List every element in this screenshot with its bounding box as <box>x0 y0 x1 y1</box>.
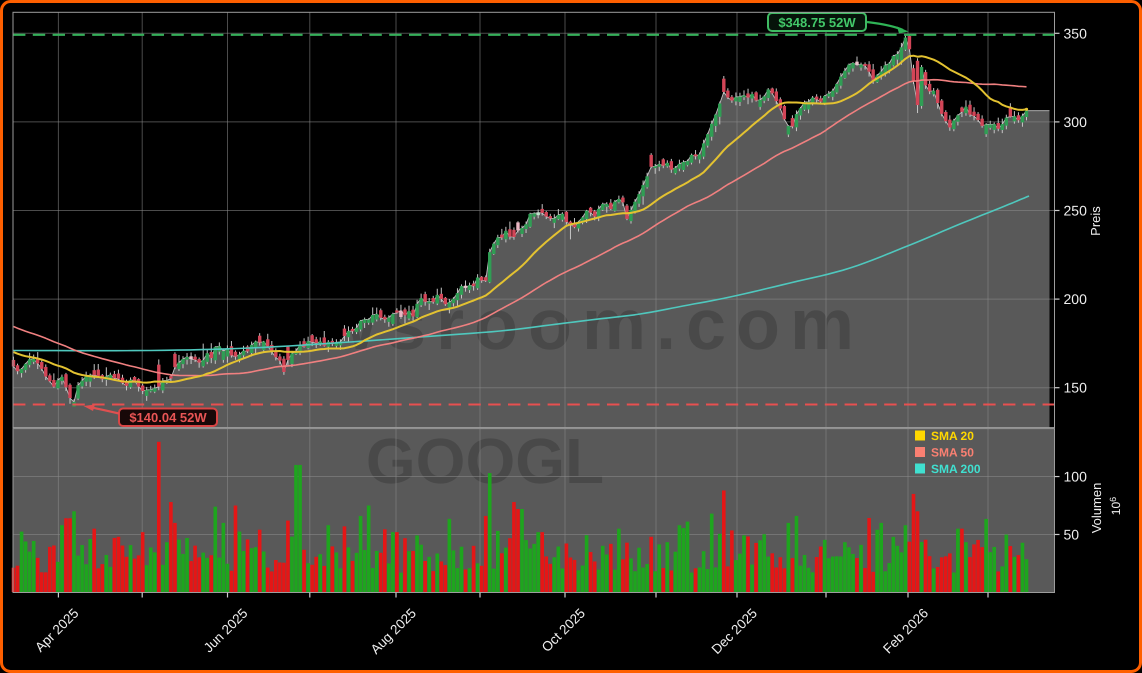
svg-text:Preis: Preis <box>1088 206 1103 236</box>
svg-text:250: 250 <box>1064 203 1088 219</box>
svg-text:SMA 50: SMA 50 <box>931 446 974 460</box>
svg-text:350: 350 <box>1064 25 1088 41</box>
svg-text:Volumen: Volumen <box>1089 483 1104 534</box>
svg-text:GOOGL: GOOGL <box>366 425 604 497</box>
svg-text:200: 200 <box>1064 291 1088 307</box>
svg-text:SMA 200: SMA 200 <box>931 462 981 476</box>
svg-text:SMA 20: SMA 20 <box>931 429 974 443</box>
svg-text:150: 150 <box>1064 380 1088 396</box>
svg-text:100: 100 <box>1064 469 1088 485</box>
svg-text:$140.04 52W: $140.04 52W <box>129 410 207 425</box>
svg-text:newsroom.com: newsroom.com <box>216 285 864 365</box>
svg-text:300: 300 <box>1064 114 1088 130</box>
svg-text:50: 50 <box>1064 526 1080 542</box>
svg-text:$348.75 52W: $348.75 52W <box>778 15 856 30</box>
